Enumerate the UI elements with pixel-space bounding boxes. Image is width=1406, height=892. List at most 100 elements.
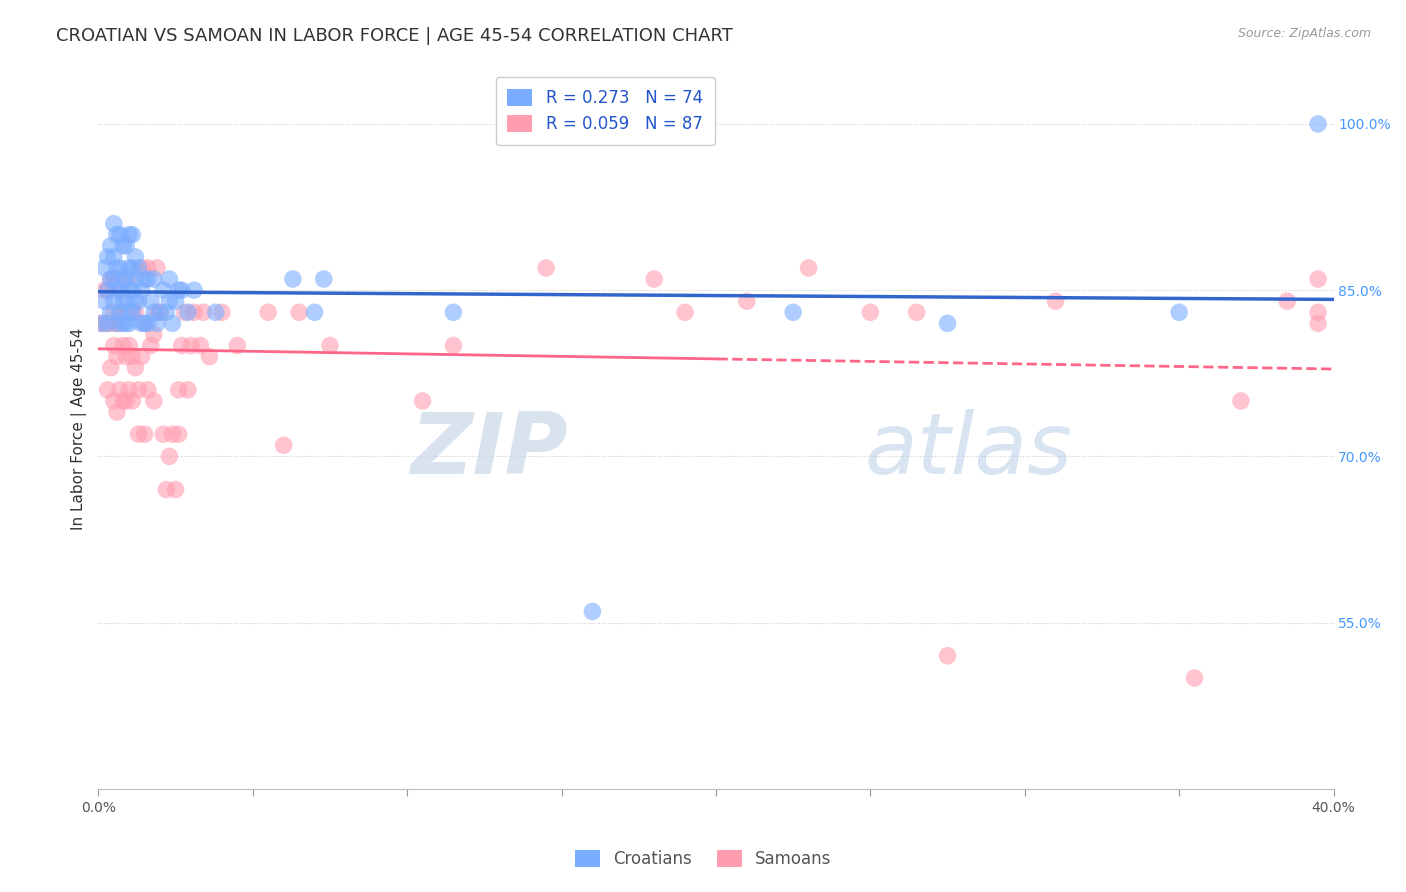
Point (134, 427, 156, 442)
Point (1306, 305, 1329, 319)
Point (108, 283, 131, 297)
Point (149, 305, 172, 319)
Point (193, 305, 215, 319)
Point (105, 350, 128, 364)
Point (103, 217, 125, 231)
Point (118, 383, 141, 397)
Point (121, 393, 143, 408)
Point (115, 393, 138, 408)
Point (100, 239, 122, 253)
Point (1306, 272, 1329, 286)
Point (146, 305, 169, 319)
Point (128, 427, 150, 442)
Point (93, 294, 115, 309)
Text: atlas: atlas (865, 409, 1073, 491)
Point (108, 283, 131, 297)
Point (211, 305, 233, 319)
Point (90, 317, 112, 331)
Point (118, 305, 141, 319)
Point (105, 227, 128, 242)
Point (121, 283, 143, 297)
Point (103, 393, 125, 408)
Point (859, 305, 882, 319)
Point (124, 272, 146, 286)
Point (134, 317, 156, 331)
Point (97, 383, 120, 397)
Point (124, 360, 146, 375)
Point (93, 317, 115, 331)
Point (105, 405, 128, 419)
Point (108, 227, 131, 242)
Point (136, 383, 159, 397)
Point (118, 272, 141, 286)
Point (112, 317, 135, 331)
Point (162, 427, 184, 442)
Y-axis label: In Labor Force | Age 45-54: In Labor Force | Age 45-54 (72, 327, 87, 530)
Point (103, 294, 125, 309)
Point (139, 338, 162, 352)
Point (226, 338, 249, 352)
Point (112, 393, 135, 408)
Point (108, 383, 131, 397)
Point (149, 305, 172, 319)
Point (152, 427, 174, 442)
Point (162, 317, 184, 331)
Point (115, 317, 138, 331)
Point (118, 283, 141, 297)
Point (118, 305, 141, 319)
Point (128, 294, 150, 309)
Point (112, 272, 135, 286)
Point (105, 260, 128, 275)
Point (257, 305, 280, 319)
Point (118, 317, 141, 331)
Point (97, 283, 120, 297)
Point (124, 305, 146, 319)
Point (152, 283, 174, 297)
Point (936, 648, 959, 663)
Point (112, 294, 135, 309)
Point (115, 350, 138, 364)
Point (112, 239, 135, 253)
Point (167, 427, 190, 442)
Point (103, 250, 125, 264)
Point (319, 338, 342, 352)
Point (97, 250, 120, 264)
Point (97, 283, 120, 297)
Point (90, 317, 112, 331)
Point (97, 317, 120, 331)
Legend: Croatians, Samoans: Croatians, Samoans (568, 843, 838, 875)
Point (118, 227, 141, 242)
Point (93, 260, 115, 275)
Point (100, 272, 122, 286)
Point (134, 272, 156, 286)
Point (100, 317, 122, 331)
Point (118, 338, 141, 352)
Point (643, 272, 665, 286)
Point (136, 272, 159, 286)
Point (115, 294, 138, 309)
Point (1230, 393, 1253, 408)
Point (1306, 117, 1329, 131)
Point (118, 260, 141, 275)
Point (180, 338, 202, 352)
Point (312, 272, 335, 286)
Point (142, 305, 165, 319)
Point (108, 305, 131, 319)
Point (146, 317, 169, 331)
Point (100, 305, 122, 319)
Point (155, 483, 177, 497)
Point (105, 317, 128, 331)
Legend: R = 0.273   N = 74, R = 0.059   N = 87: R = 0.273 N = 74, R = 0.059 N = 87 (496, 77, 714, 145)
Point (183, 305, 205, 319)
Point (412, 393, 434, 408)
Point (105, 272, 128, 286)
Point (103, 305, 125, 319)
Point (735, 294, 758, 309)
Point (443, 305, 465, 319)
Point (936, 317, 959, 331)
Point (288, 305, 311, 319)
Point (797, 260, 820, 275)
Point (281, 272, 304, 286)
Point (108, 317, 131, 331)
Point (905, 305, 928, 319)
